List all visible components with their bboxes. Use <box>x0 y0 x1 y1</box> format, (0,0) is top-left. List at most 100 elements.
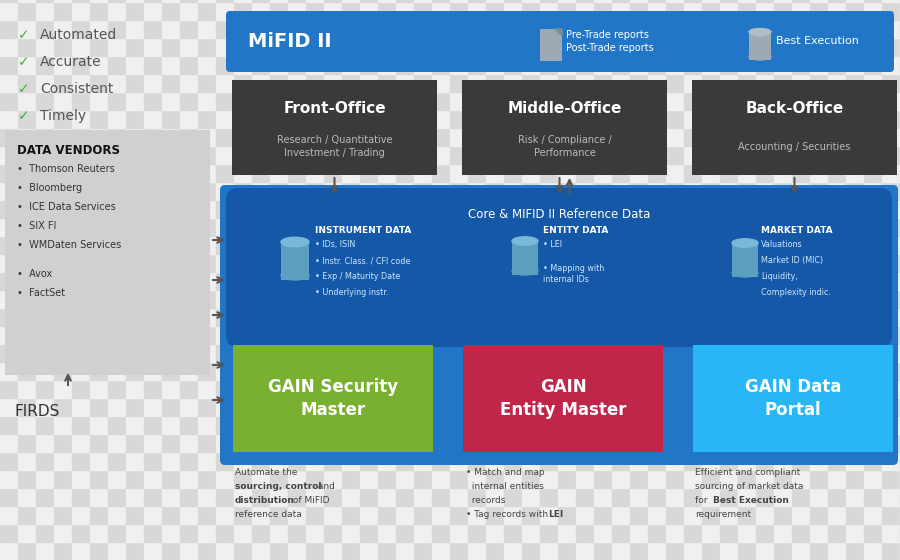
Bar <box>684 38 702 56</box>
Bar <box>198 326 216 344</box>
Bar <box>162 2 180 20</box>
Bar <box>828 92 846 110</box>
Bar <box>882 236 900 254</box>
Bar <box>288 344 306 362</box>
Bar <box>576 326 594 344</box>
Bar <box>756 38 774 56</box>
Bar <box>90 182 108 200</box>
Bar <box>306 506 324 524</box>
Bar <box>126 452 144 470</box>
Bar <box>828 200 846 218</box>
Bar <box>432 362 450 380</box>
Bar <box>810 272 828 290</box>
Bar <box>684 272 702 290</box>
Bar <box>270 146 288 164</box>
Bar <box>486 452 504 470</box>
Bar <box>232 80 437 175</box>
Bar <box>630 434 648 452</box>
Bar <box>144 452 162 470</box>
Bar <box>180 74 198 92</box>
Bar <box>486 542 504 560</box>
Bar <box>468 128 486 146</box>
Text: • Tag records with: • Tag records with <box>466 510 551 519</box>
Bar <box>324 182 342 200</box>
Bar <box>522 272 540 290</box>
Bar <box>396 344 414 362</box>
Bar <box>396 542 414 560</box>
Bar <box>126 326 144 344</box>
Bar <box>738 0 756 2</box>
Bar <box>432 218 450 236</box>
Bar <box>18 344 36 362</box>
Bar <box>306 218 324 236</box>
Bar <box>774 488 792 506</box>
Bar <box>432 272 450 290</box>
Bar <box>306 542 324 560</box>
Bar <box>666 434 684 452</box>
Bar <box>576 290 594 308</box>
Bar <box>540 29 562 61</box>
Bar <box>144 272 162 290</box>
Bar <box>306 2 324 20</box>
Bar <box>630 146 648 164</box>
Bar <box>90 218 108 236</box>
Bar <box>72 326 90 344</box>
Bar <box>648 308 666 326</box>
Bar <box>342 470 360 488</box>
Bar <box>738 182 756 200</box>
Bar <box>810 236 828 254</box>
Bar <box>666 146 684 164</box>
Bar <box>72 290 90 308</box>
Bar <box>648 164 666 182</box>
Bar <box>324 542 342 560</box>
Bar <box>522 524 540 542</box>
Bar <box>702 272 720 290</box>
Bar <box>522 110 540 128</box>
Bar <box>540 362 558 380</box>
Bar <box>810 128 828 146</box>
Bar <box>576 164 594 182</box>
Bar <box>18 254 36 272</box>
Bar <box>882 254 900 272</box>
Bar <box>504 380 522 398</box>
Bar <box>684 218 702 236</box>
Bar <box>162 20 180 38</box>
Bar <box>342 164 360 182</box>
Bar <box>774 452 792 470</box>
Text: MARKET DATA: MARKET DATA <box>761 226 832 235</box>
Bar <box>468 164 486 182</box>
Bar <box>126 182 144 200</box>
Bar <box>882 2 900 20</box>
Bar <box>468 254 486 272</box>
Bar <box>396 380 414 398</box>
Bar <box>576 20 594 38</box>
Bar <box>0 290 18 308</box>
Bar <box>504 470 522 488</box>
Bar <box>792 110 810 128</box>
Bar <box>630 0 648 2</box>
Bar <box>594 164 612 182</box>
Bar <box>198 200 216 218</box>
Bar <box>324 236 342 254</box>
Bar <box>720 344 738 362</box>
Bar <box>288 416 306 434</box>
Bar <box>126 470 144 488</box>
Bar <box>396 200 414 218</box>
Bar <box>414 110 432 128</box>
Bar <box>72 308 90 326</box>
Bar <box>396 506 414 524</box>
Bar <box>396 470 414 488</box>
Bar <box>612 236 630 254</box>
Bar <box>810 218 828 236</box>
Bar <box>72 110 90 128</box>
Bar <box>828 506 846 524</box>
Bar <box>324 470 342 488</box>
Text: records: records <box>466 496 506 505</box>
Bar <box>558 452 576 470</box>
Bar <box>594 2 612 20</box>
Bar <box>594 0 612 2</box>
Bar <box>558 362 576 380</box>
Bar <box>108 542 126 560</box>
Bar <box>846 254 864 272</box>
Bar <box>216 434 234 452</box>
